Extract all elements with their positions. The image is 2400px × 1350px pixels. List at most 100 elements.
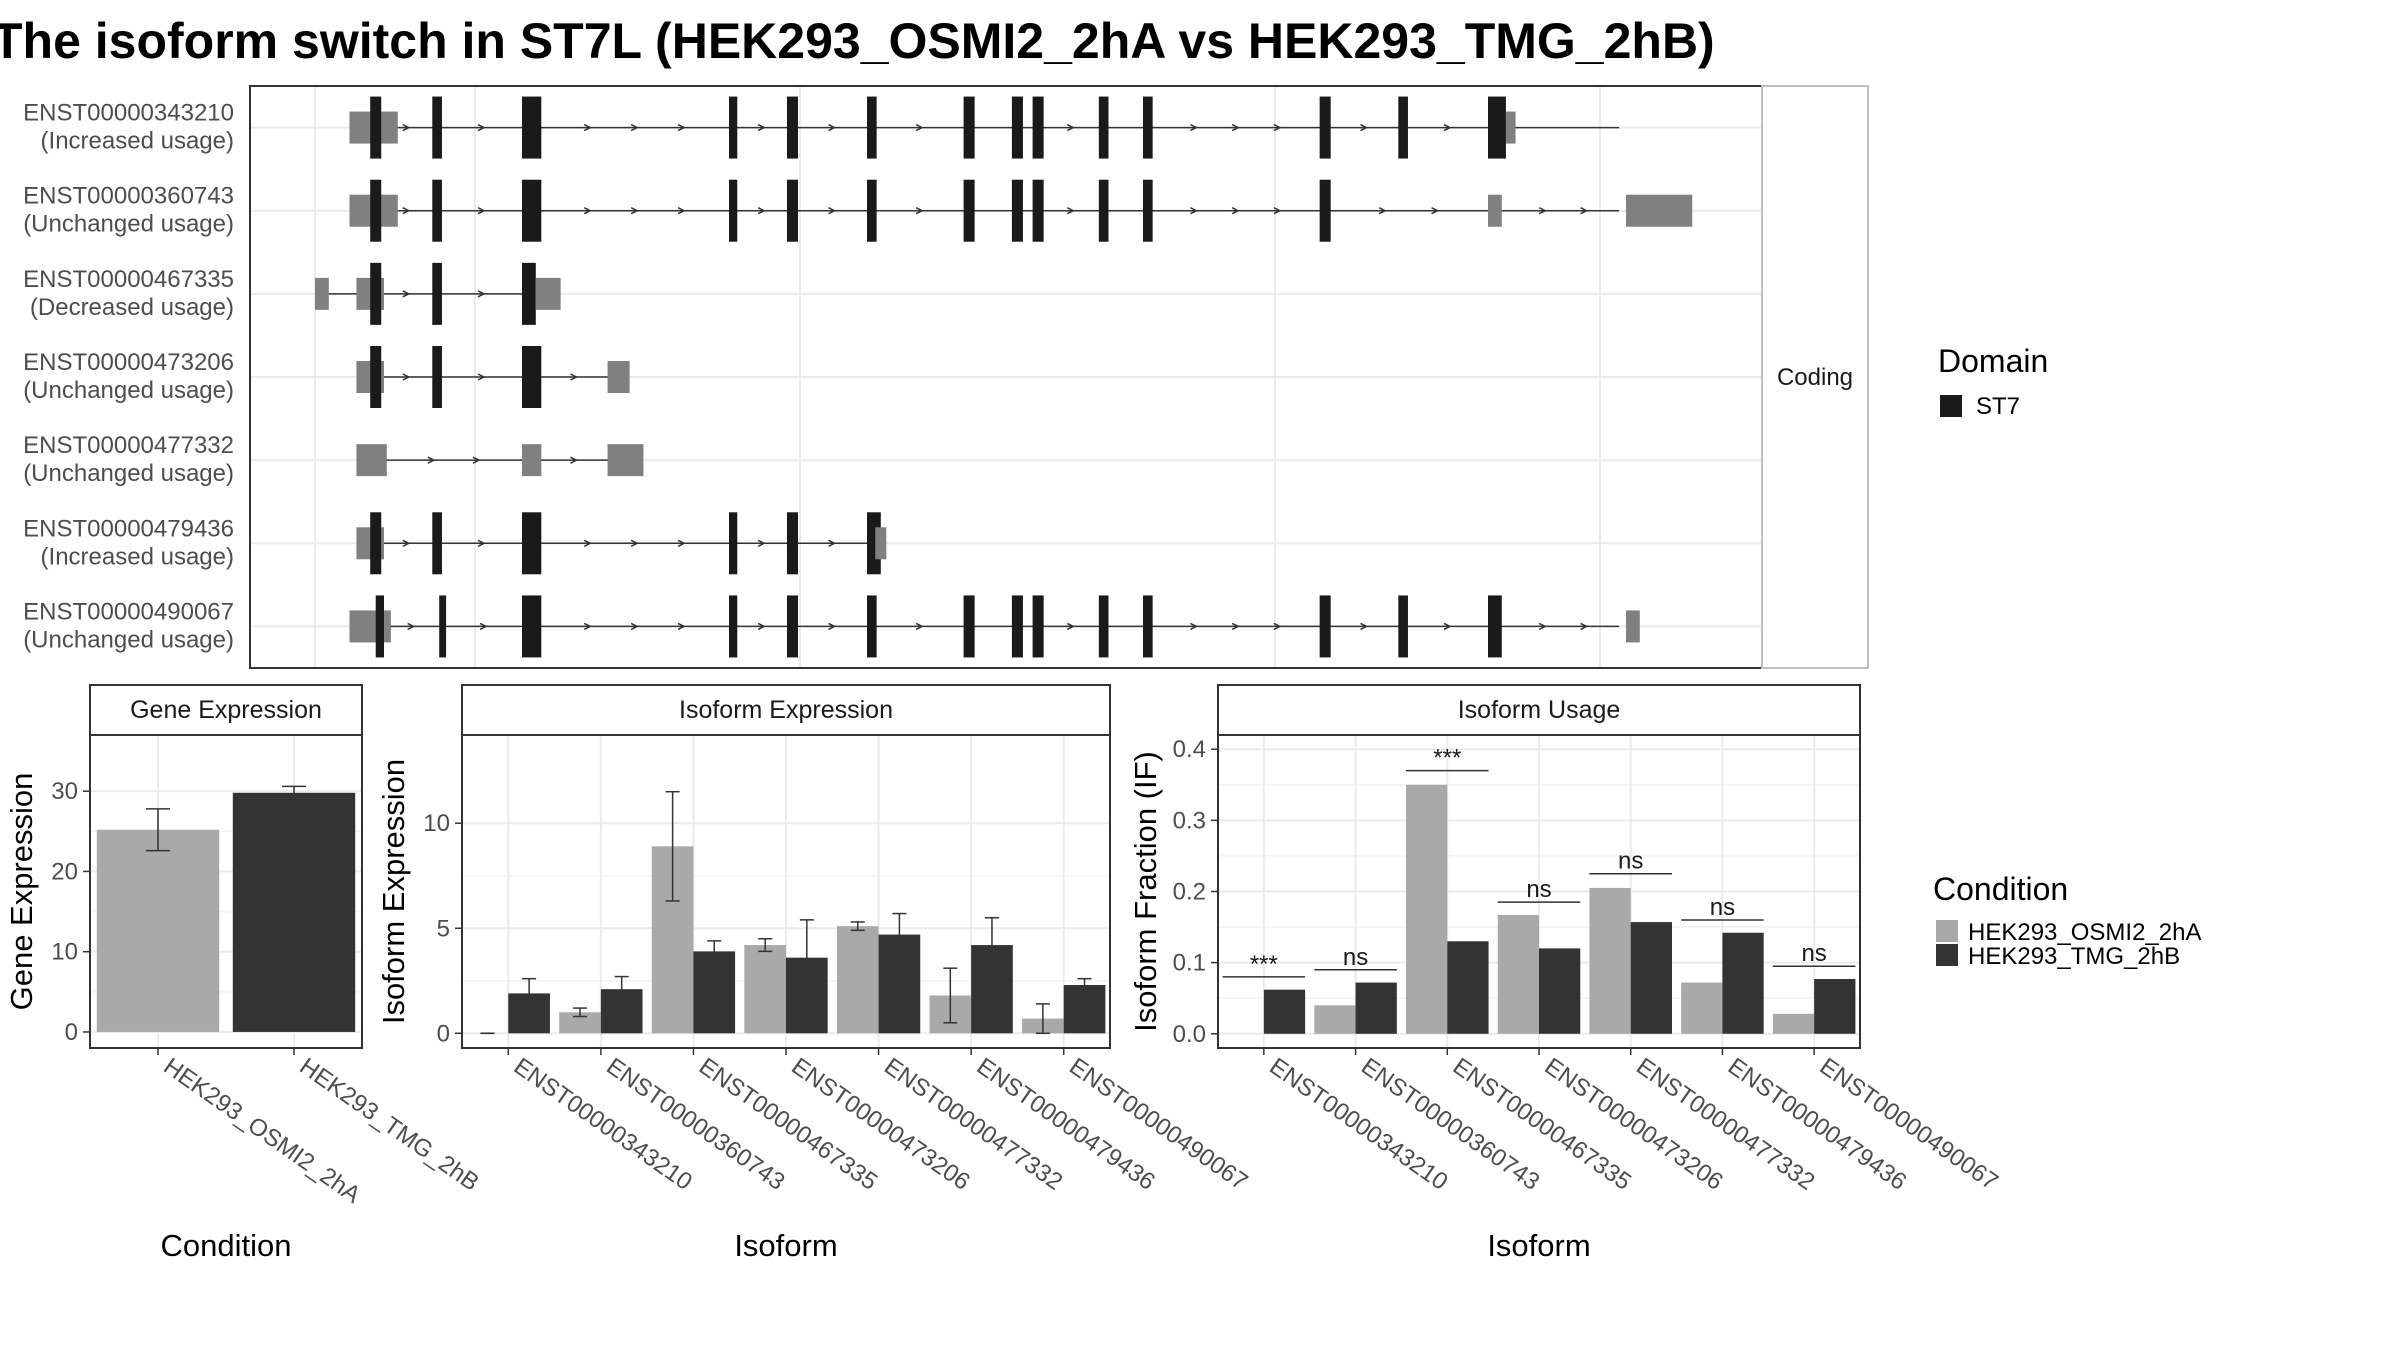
utr-exon: [1626, 194, 1693, 227]
direction-arrow: [1360, 622, 1369, 631]
coding-exon: [522, 512, 542, 575]
direction-arrow: [477, 290, 486, 298]
transcript-row: [349, 595, 1640, 658]
significance-label: ns: [1526, 876, 1551, 903]
bar: [1063, 984, 1106, 1034]
direction-arrow: [477, 373, 486, 381]
transcript-status-label: (Decreased usage): [30, 294, 234, 321]
direction-arrow: [1231, 622, 1240, 631]
bar: [744, 945, 786, 1034]
plot-border: [461, 734, 1111, 1049]
utr-exon: [522, 444, 542, 477]
transcript-row: [356, 346, 630, 408]
coding-exon: [867, 595, 877, 658]
direction-arrow: [915, 622, 924, 631]
coding-exon: [522, 179, 542, 242]
bar: [1681, 982, 1723, 1034]
direction-arrow: [570, 456, 579, 464]
bar: [693, 951, 736, 1034]
coding-exon: [963, 96, 975, 159]
direction-arrow: [915, 207, 924, 215]
utr-exon: [535, 277, 561, 310]
panel-strip: [1217, 684, 1861, 736]
y-tick-label: 20: [51, 858, 78, 885]
bar: [96, 829, 220, 1032]
direction-arrow: [1231, 123, 1240, 132]
bar: [559, 1012, 601, 1034]
direction-arrow: [677, 123, 686, 132]
y-axis-title: Isoform Fraction (IF): [1128, 751, 1163, 1032]
bar: [836, 926, 879, 1034]
direction-arrow: [1066, 207, 1075, 215]
direction-arrow: [1273, 123, 1282, 132]
direction-arrow: [402, 539, 411, 547]
direction-arrow: [828, 622, 837, 631]
significance-label: ns: [1801, 940, 1826, 967]
utr-exon: [349, 610, 391, 643]
coding-exon: [729, 96, 738, 159]
coding-exon: [1098, 96, 1109, 159]
bar: [232, 792, 356, 1032]
coding-exon: [963, 595, 975, 658]
utr-exon: [875, 527, 887, 560]
transcript-row: [349, 179, 1693, 242]
direction-arrow: [583, 123, 592, 132]
direction-arrow: [1378, 207, 1387, 215]
direction-arrow: [1066, 123, 1075, 132]
transcript-id-label: ENST00000490067: [23, 598, 234, 625]
direction-arrow: [757, 207, 766, 215]
coding-exon: [867, 179, 877, 242]
direction-arrow: [1273, 622, 1282, 631]
direction-arrow: [757, 123, 766, 132]
direction-arrow: [472, 456, 481, 464]
transcript-id-label: ENST00000473206: [23, 349, 234, 376]
direction-arrow: [402, 207, 411, 215]
coding-exon: [522, 595, 542, 658]
x-axis-title: Isoform: [734, 1228, 837, 1263]
transcript-row: [315, 262, 561, 325]
direction-arrow: [1231, 207, 1240, 215]
coding-exon: [786, 512, 798, 575]
coding-exon: [370, 96, 382, 159]
coding-exon: [1098, 179, 1109, 242]
transcript-status-label: (Unchanged usage): [23, 626, 234, 653]
direction-arrow: [402, 373, 411, 381]
direction-arrow: [1190, 207, 1199, 215]
coding-exon: [867, 96, 877, 159]
direction-arrow: [757, 539, 766, 547]
panel-strip: [89, 684, 363, 736]
direction-arrow: [583, 622, 592, 631]
direction-arrow: [677, 539, 686, 547]
y-tick-label: 30: [51, 778, 78, 805]
coding-exon: [1032, 179, 1044, 242]
significance-label: ns: [1343, 944, 1368, 971]
coding-exon: [786, 96, 798, 159]
coding-exon: [432, 346, 442, 408]
condition-legend-label: HEK293_OSMI2_2hA: [1968, 919, 2201, 946]
coding-exon: [522, 262, 536, 325]
direction-arrow: [677, 207, 686, 215]
significance-label: ***: [1433, 745, 1461, 772]
utr-exon: [607, 444, 644, 477]
condition-legend-title: Condition: [1933, 871, 2068, 907]
bar: [1355, 982, 1397, 1034]
coding-exon: [370, 262, 382, 325]
coding-exon: [1032, 96, 1044, 159]
direction-arrow: [757, 622, 766, 631]
transcript-status-label: (Increased usage): [41, 128, 234, 155]
transcript-id-label: ENST00000360743: [23, 183, 234, 210]
coding-exon: [729, 512, 738, 575]
direction-arrow: [1443, 622, 1452, 631]
coding-exon: [1319, 96, 1331, 159]
coding-exon: [1011, 96, 1023, 159]
coding-strip-label: Coding: [1777, 364, 1853, 391]
x-axis-title: Condition: [161, 1228, 292, 1263]
bar: [1772, 1013, 1815, 1034]
coding-exon: [729, 179, 738, 242]
coding-exon: [375, 595, 384, 658]
coding-exon: [729, 595, 738, 658]
coding-strip: [1761, 85, 1869, 669]
transcript-id-label: ENST00000467335: [23, 266, 234, 293]
direction-arrow: [1066, 622, 1075, 631]
gene-expression-panel: Gene ExpressionHEK293_OSMI2_2hAHEK293_TM…: [4, 684, 484, 1263]
